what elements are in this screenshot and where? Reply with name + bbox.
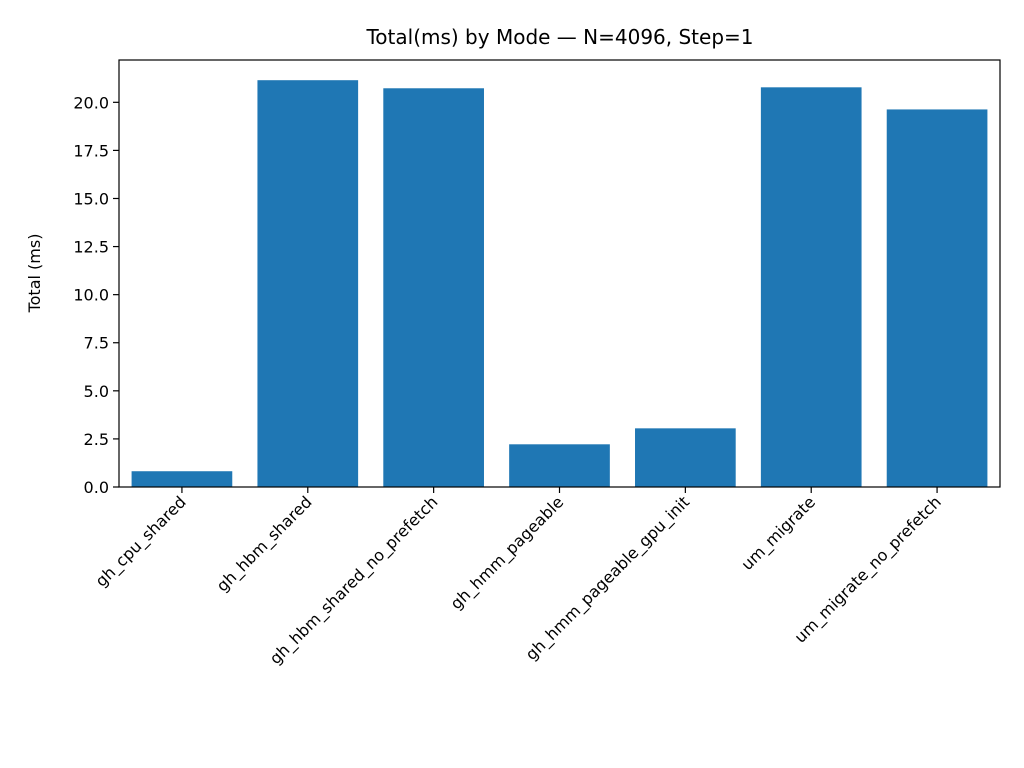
bar-gh_hmm_pageable_gpu_init bbox=[635, 428, 736, 487]
x-tick-label: gh_hmm_pageable bbox=[447, 492, 569, 614]
y-tick-label: 12.5 bbox=[73, 238, 109, 257]
y-tick-label: 2.5 bbox=[84, 430, 109, 449]
bar-um_migrate_no_prefetch bbox=[886, 109, 988, 488]
bar-gh_hbm_shared bbox=[257, 80, 359, 487]
y-tick-label: 5.0 bbox=[84, 382, 109, 401]
x-axis-ticks: gh_cpu_shared gh_hbm_sharedgh_hbm_shared_… bbox=[92, 487, 946, 669]
x-tick-label: um_migrate bbox=[737, 492, 819, 574]
y-tick-label: 20.0 bbox=[73, 93, 109, 112]
bars-group bbox=[131, 80, 988, 488]
x-tick-label: um_migrate_no_prefetch bbox=[791, 492, 946, 647]
bar-gh_hbm_shared_no_prefetch bbox=[383, 88, 484, 487]
bar-gh_cpu_shared bbox=[131, 471, 233, 487]
x-tick-label: gh_cpu_shared bbox=[92, 492, 191, 591]
bar-um_migrate bbox=[760, 87, 862, 487]
x-tick-label: gh_hbm_shared bbox=[213, 492, 317, 596]
y-tick-label: 17.5 bbox=[73, 141, 109, 160]
y-tick-label: 0.0 bbox=[84, 478, 109, 497]
plot-frame bbox=[118, 59, 1001, 488]
y-tick-label: 15.0 bbox=[73, 189, 109, 208]
bar-gh_hmm_pageable bbox=[509, 444, 610, 487]
y-tick-label: 7.5 bbox=[84, 334, 109, 353]
y-axis-label: Total (ms) bbox=[25, 234, 44, 314]
chart-title: Total(ms) by Mode — N=4096, Step=1 bbox=[365, 25, 753, 49]
y-axis-ticks: 0.0 2.5 5.0 7.5 10.0 12.5 15.0 17.5 20.0 bbox=[73, 93, 119, 497]
y-tick-label: 10.0 bbox=[73, 286, 109, 305]
